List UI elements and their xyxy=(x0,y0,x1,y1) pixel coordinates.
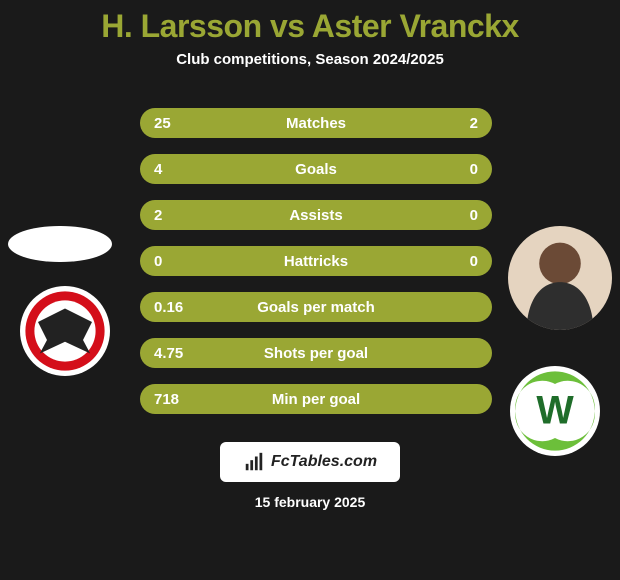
fctables-badge: FcTables.com xyxy=(220,442,400,482)
stat-label: Goals xyxy=(140,161,492,178)
stat-value-right: 0 xyxy=(470,253,478,270)
stat-label: Hattricks xyxy=(140,253,492,270)
club-badge-right: W xyxy=(510,366,600,456)
stat-label: Min per goal xyxy=(140,391,492,408)
stat-row: 4Goals0 xyxy=(140,154,492,184)
stat-row: 25Matches2 xyxy=(140,108,492,138)
stat-label: Goals per match xyxy=(140,299,492,316)
stat-value-right: 0 xyxy=(470,161,478,178)
eintracht-badge-icon xyxy=(20,286,110,376)
stat-value-right: 2 xyxy=(470,115,478,132)
stat-row: 0Hattricks0 xyxy=(140,246,492,276)
stat-value-right: 0 xyxy=(470,207,478,224)
player-silhouette-icon xyxy=(508,226,612,330)
stat-row: 4.75Shots per goal xyxy=(140,338,492,368)
stat-row: 0.16Goals per match xyxy=(140,292,492,322)
date-line: 15 february 2025 xyxy=(0,494,620,510)
club-badge-left xyxy=(20,286,110,376)
stat-label: Shots per goal xyxy=(140,345,492,362)
stat-label: Assists xyxy=(140,207,492,224)
fctables-badge-text: FcTables.com xyxy=(271,453,377,471)
page-title: H. Larsson vs Aster Vranckx xyxy=(0,0,620,45)
stat-row: 718Min per goal xyxy=(140,384,492,414)
stat-row: 2Assists0 xyxy=(140,200,492,230)
fctables-icon xyxy=(243,451,265,473)
subtitle: Club competitions, Season 2024/2025 xyxy=(0,51,620,68)
player-photo-right xyxy=(508,226,612,330)
stats-area: W 25Matches24Goals02Assists00Hattricks00… xyxy=(0,108,620,414)
svg-text:W: W xyxy=(536,389,574,433)
wolfsburg-badge-icon: W xyxy=(510,366,600,456)
stat-label: Matches xyxy=(140,115,492,132)
